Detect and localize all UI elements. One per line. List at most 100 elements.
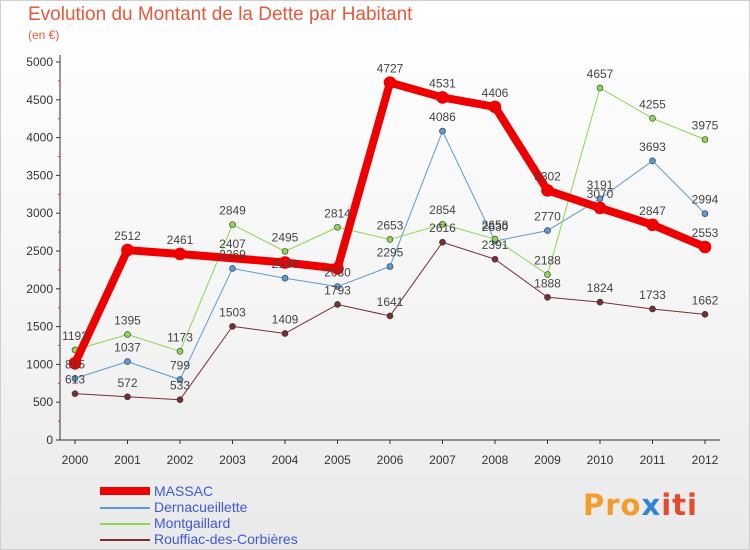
legend-item-rouffiac: Rouffiac-des-Corbières xyxy=(100,531,400,548)
x-tick-label: 2009 xyxy=(534,453,561,467)
data-point-montgaillard xyxy=(334,223,341,231)
data-label-massac: 4727 xyxy=(377,62,404,76)
data-label-massac: 2553 xyxy=(692,226,719,240)
data-point-massac xyxy=(593,201,607,215)
legend-swatch xyxy=(100,523,150,525)
y-tick-label: 0 xyxy=(46,433,53,447)
data-label-montgaillard: 3975 xyxy=(692,118,719,132)
data-point-dernacueillette xyxy=(701,210,709,217)
data-label-dernacueillette: 2140 xyxy=(272,257,299,271)
data-label-dernacueillette: 799 xyxy=(170,359,190,373)
data-point-dernacueillette xyxy=(71,375,79,382)
x-tick-label: 2005 xyxy=(324,453,351,467)
data-label-montgaillard: 1192 xyxy=(62,329,88,343)
x-tick-label: 2003 xyxy=(219,453,246,467)
data-label-rouffiac-des-corbi-res: 1824 xyxy=(587,281,614,295)
data-label-rouffiac-des-corbi-res: 613 xyxy=(65,373,85,387)
data-point-rouffiac-des-corbi-res xyxy=(544,293,551,301)
data-label-dernacueillette: 3693 xyxy=(639,140,666,154)
data-labels: 2512 2461 2407 4727 4531 4406 3302 3070 2847 2553… xyxy=(62,62,719,393)
data-point-rouffiac-des-corbi-res xyxy=(386,312,394,320)
data-label-massac: 3302 xyxy=(534,169,561,183)
data-point-dernacueillette xyxy=(229,265,236,272)
data-point-montgaillard xyxy=(701,136,709,143)
legend-label: Montgaillard xyxy=(154,515,231,531)
legend-swatch xyxy=(100,539,150,541)
data-label-massac: 2512 xyxy=(114,229,141,243)
y-tick-label: 2500 xyxy=(26,244,53,258)
data-label-dernacueillette: 2770 xyxy=(534,210,561,224)
axes: 0 500 1000 1500 2000 2500 3000 3500 4000 4500 5000… xyxy=(26,55,720,467)
data-label-montgaillard: 2814 xyxy=(324,206,351,220)
data-label-dernacueillette: 1037 xyxy=(114,341,141,355)
unit-label: (en €) xyxy=(28,28,60,42)
data-label-rouffiac-des-corbi-res: 572 xyxy=(117,376,137,390)
legend-swatch xyxy=(100,487,150,495)
x-tick-label: 2007 xyxy=(429,453,456,467)
data-point-montgaillard xyxy=(491,235,499,243)
data-label-rouffiac-des-corbi-res: 1641 xyxy=(377,295,404,309)
data-label-rouffiac-des-corbi-res: 2616 xyxy=(429,221,456,235)
data-point-dernacueillette xyxy=(439,127,446,135)
data-label-rouffiac-des-corbi-res: 1662 xyxy=(692,293,719,307)
data-label-dernacueillette: 815 xyxy=(65,357,85,371)
legend-item-dernacueillette: Dernacueillette xyxy=(100,499,400,516)
data-label-montgaillard: 2658 xyxy=(482,218,509,232)
y-tick-label: 3500 xyxy=(26,168,53,182)
proxiti-logo: Proxiti xyxy=(583,488,698,522)
x-tick-label: 2010 xyxy=(587,453,614,467)
data-point-dernacueillette xyxy=(544,227,551,234)
data-label-montgaillard: 4657 xyxy=(587,67,614,81)
data-point-massac xyxy=(121,243,134,257)
data-point-rouffiac-des-corbi-res xyxy=(124,393,131,401)
legend-label: MASSAC xyxy=(154,483,214,499)
data-point-massac xyxy=(173,247,187,261)
data-label-massac: 4531 xyxy=(429,76,456,90)
data-point-massac xyxy=(383,76,397,89)
data-label-montgaillard: 2653 xyxy=(377,218,404,232)
data-label-massac: 2461 xyxy=(167,233,194,247)
x-tick-label: 2001 xyxy=(114,453,141,467)
data-point-montgaillard xyxy=(176,348,184,355)
data-point-montgaillard xyxy=(386,236,394,243)
data-point-rouffiac-des-corbi-res xyxy=(281,330,289,337)
data-point-massac xyxy=(541,184,554,197)
data-point-montgaillard xyxy=(596,84,604,92)
x-tick-label: 2004 xyxy=(272,453,299,467)
data-point-rouffiac-des-corbi-res xyxy=(596,298,604,306)
data-point-massac xyxy=(646,218,659,232)
data-point-rouffiac-des-corbi-res xyxy=(491,255,499,263)
y-tick-label: 1000 xyxy=(26,357,53,371)
legend-item-massac: MASSAC xyxy=(100,483,400,500)
data-label-montgaillard: 2188 xyxy=(534,254,561,268)
data-point-rouffiac-des-corbi-res xyxy=(176,396,184,404)
data-label-dernacueillette: 4086 xyxy=(429,110,456,124)
data-label-dernacueillette: 2269 xyxy=(219,247,246,261)
legend-item-montgaillard: Montgaillard xyxy=(100,515,400,532)
y-tick-label: 3000 xyxy=(26,206,53,220)
x-tick-label: 2008 xyxy=(482,453,509,467)
y-tick-label: 2000 xyxy=(26,282,53,296)
y-tick-label: 4500 xyxy=(26,93,53,107)
data-point-massac xyxy=(278,256,292,269)
data-point-rouffiac-des-corbi-res xyxy=(701,311,709,318)
series-line-massac xyxy=(71,78,709,368)
data-label-rouffiac-des-corbi-res: 1409 xyxy=(272,312,299,326)
data-label-rouffiac-des-corbi-res: 2391 xyxy=(482,238,509,252)
data-point-dernacueillette xyxy=(649,157,656,165)
data-label-rouffiac-des-corbi-res: 1888 xyxy=(534,276,561,290)
data-label-rouffiac-des-corbi-res: 1793 xyxy=(324,283,351,297)
data-label-montgaillard: 2849 xyxy=(219,204,246,218)
data-point-massac xyxy=(436,91,449,104)
data-label-rouffiac-des-corbi-res: 1733 xyxy=(639,288,666,302)
data-point-rouffiac-des-corbi-res xyxy=(439,238,446,246)
data-point-dernacueillette xyxy=(176,376,184,383)
y-tick-label: 5000 xyxy=(26,55,53,69)
data-label-montgaillard: 2495 xyxy=(272,230,299,244)
data-point-dernacueillette xyxy=(334,283,341,290)
data-point-rouffiac-des-corbi-res xyxy=(229,323,236,330)
data-label-massac: 3070 xyxy=(587,187,614,201)
x-tick-label: 2006 xyxy=(377,453,404,467)
data-label-montgaillard: 1395 xyxy=(114,314,141,328)
